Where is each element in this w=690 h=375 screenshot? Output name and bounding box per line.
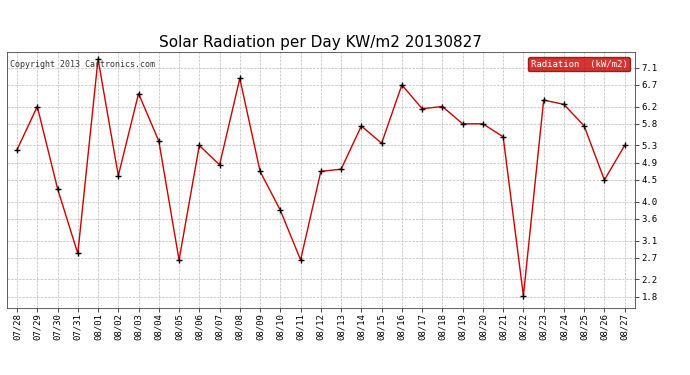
Title: Solar Radiation per Day KW/m2 20130827: Solar Radiation per Day KW/m2 20130827 <box>159 35 482 50</box>
Text: Copyright 2013 Cartronics.com: Copyright 2013 Cartronics.com <box>10 60 155 69</box>
Legend: Radiation  (kW/m2): Radiation (kW/m2) <box>528 57 630 71</box>
